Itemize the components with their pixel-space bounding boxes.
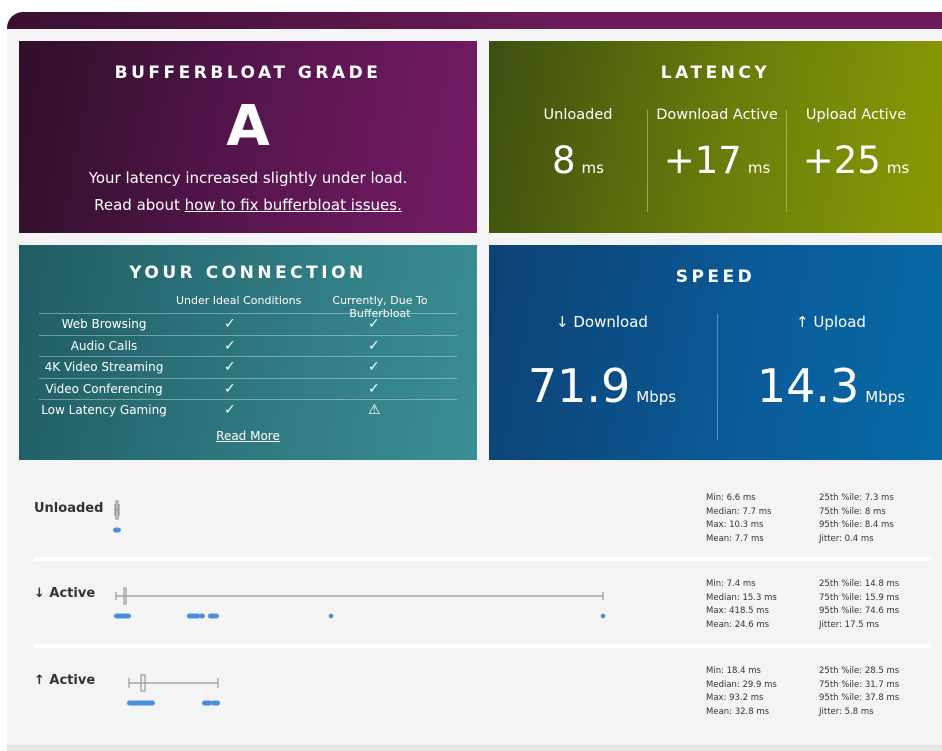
section-label-upload-active: ↑ Active xyxy=(34,673,96,688)
unloaded-boxplot xyxy=(114,500,120,520)
section-divider xyxy=(34,557,931,561)
latency-label: Download Active xyxy=(656,107,778,123)
section-label-download-active: ↓ Active xyxy=(34,586,96,601)
connection-panel: YOUR CONNECTION Under Ideal Conditions C… xyxy=(19,245,477,460)
table-row: Audio Calls ✓ ✓ xyxy=(39,334,457,357)
panel-title: LATENCY xyxy=(660,63,771,83)
latency-label: Unloaded xyxy=(543,107,613,123)
latency-upload-active: Upload Active +25 ms xyxy=(786,107,926,188)
panel-title: YOUR CONNECTION xyxy=(129,263,367,283)
upload-dots xyxy=(127,700,220,706)
connection-table: Under Ideal Conditions Currently, Due To… xyxy=(39,293,457,421)
latency-label: Upload Active xyxy=(805,107,907,123)
latency-unloaded: Unloaded 8 ms xyxy=(508,107,648,188)
latency-download-active: Download Active +17 ms xyxy=(647,107,787,188)
use-case-name: 4K Video Streaming xyxy=(44,360,164,374)
use-case-name: Web Browsing xyxy=(61,317,147,331)
col-current-header: Currently, Due To Bufferbloat xyxy=(332,294,428,320)
connection-table-header: Under Ideal Conditions Currently, Due To… xyxy=(39,293,457,320)
stats-right-unloaded: 25th %ile: 7.3 ms 75th %ile: 8 ms 95th %il… xyxy=(819,493,894,545)
check-icon: ✓ xyxy=(224,359,236,375)
speed-panel: SPEED ↓ Download 71.9 Mbps ↑ Upload 14.3 M… xyxy=(489,245,942,460)
col-ideal-header: Under Ideal Conditions xyxy=(176,294,302,307)
check-icon: ✓ xyxy=(224,316,236,332)
check-icon: ✓ xyxy=(224,380,236,397)
download-speed: ↓ Download 71.9 Mbps xyxy=(489,313,715,422)
grade-letter: A xyxy=(226,94,270,159)
stats-left-download: Min: 7.4 ms Median: 15.3 ms Max: 418.5 ms M… xyxy=(706,579,777,631)
panel-title: SPEED xyxy=(675,267,756,287)
section-label-unloaded: Unloaded xyxy=(34,501,104,516)
panel-title: BUFFERBLOAT GRADE xyxy=(114,63,382,83)
stats-left-upload: Min: 18.4 ms Median: 29.9 ms Max: 93.2 ms M… xyxy=(706,666,777,718)
column-divider xyxy=(786,110,787,212)
latency-panel: LATENCY Unloaded 8 ms Download Active +17… xyxy=(489,41,942,233)
column-divider xyxy=(717,314,718,440)
check-icon: ✓ xyxy=(368,359,380,375)
upload-boxplot xyxy=(128,674,219,692)
latency-value: +17 ms xyxy=(663,139,771,182)
bottom-divider xyxy=(7,745,942,751)
column-divider xyxy=(647,110,648,212)
warning-icon: ⚠ xyxy=(368,402,381,418)
download-value: 71.9 Mbps xyxy=(527,359,677,413)
latency-value: 8 ms xyxy=(552,139,604,182)
unloaded-dots xyxy=(113,527,121,533)
table-row: Low Latency Gaming ✓ ⚠ xyxy=(39,399,457,421)
check-icon: ✓ xyxy=(368,337,380,354)
use-case-name: Low Latency Gaming xyxy=(41,403,167,417)
table-row: Web Browsing ✓ ✓ xyxy=(39,313,457,335)
read-about-prefix: Read about xyxy=(94,196,185,214)
use-case-name: Audio Calls xyxy=(70,338,138,353)
check-icon: ✓ xyxy=(224,337,236,354)
stats-right-download: 25th %ile: 14.8 ms 75th %ile: 15.9 ms 95th… xyxy=(819,579,900,631)
upload-value: 14.3 Mbps xyxy=(756,359,906,413)
check-icon: ✓ xyxy=(368,380,380,397)
upload-label: ↑ Upload xyxy=(796,313,866,331)
use-case-name: Video Conferencing xyxy=(45,381,163,396)
read-more-link[interactable]: Read More xyxy=(216,429,280,443)
header-bar xyxy=(7,12,942,29)
download-boxplot xyxy=(115,587,604,605)
grade-read-about: Read about how to fix bufferbloat issues… xyxy=(19,196,477,214)
stats-right-upload: 25th %ile: 28.5 ms 75th %ile: 31.7 ms 95th… xyxy=(819,666,900,718)
bufferbloat-grade-panel: BUFFERBLOAT GRADE A Your latency increas… xyxy=(19,41,477,233)
grade-description: Your latency increased slightly under lo… xyxy=(88,169,408,187)
section-divider xyxy=(34,644,931,648)
latency-value: +25 ms xyxy=(802,139,910,182)
check-icon: ✓ xyxy=(224,402,236,418)
download-dots xyxy=(114,613,606,619)
check-icon: ✓ xyxy=(368,316,380,332)
table-row: 4K Video Streaming ✓ ✓ xyxy=(39,356,457,378)
download-label: ↓ Download xyxy=(556,313,648,331)
upload-speed: ↑ Upload 14.3 Mbps xyxy=(718,313,942,422)
fix-bufferbloat-link[interactable]: how to fix bufferbloat issues. xyxy=(184,196,402,214)
table-row: Video Conferencing ✓ ✓ xyxy=(39,377,457,400)
stats-left-unloaded: Min: 6.6 ms Median: 7.7 ms Max: 10.3 ms Mea… xyxy=(706,493,772,545)
